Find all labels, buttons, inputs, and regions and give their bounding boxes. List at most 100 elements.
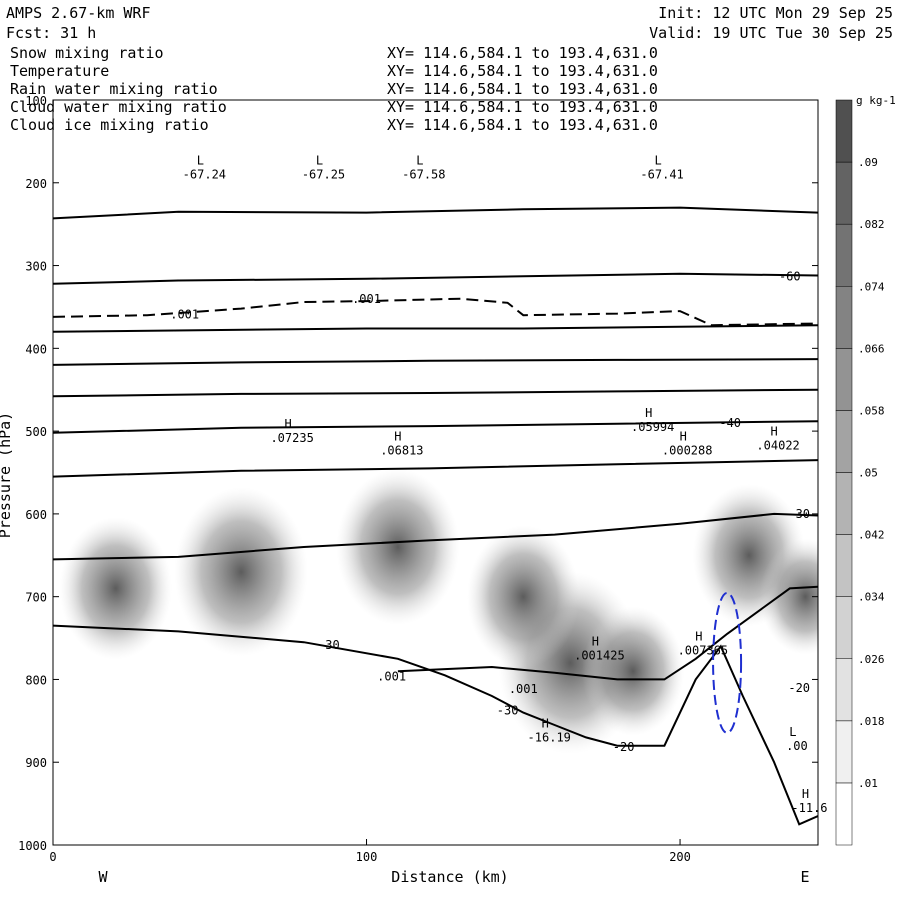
colorbar-swatch	[835, 223, 853, 287]
y-tick-label: 700	[25, 591, 47, 605]
colorbar-swatch	[835, 286, 853, 349]
contour-label: -20	[788, 681, 810, 695]
terrain-line	[53, 624, 818, 826]
extremum-mark: L	[416, 154, 423, 168]
extremum-value: -67.25	[302, 168, 345, 182]
extremum-value: -16.19	[528, 731, 571, 745]
isotherm-line	[53, 358, 818, 366]
mixing-ratio-blob	[582, 606, 685, 736]
extremum-value: .05994	[631, 420, 674, 434]
mixing-ratio-blob	[336, 469, 460, 625]
colorbar-swatch	[835, 472, 853, 535]
contour-annotations: L-67.24L-67.25L-67.58L-67.41H.07235 H.068…	[170, 154, 827, 815]
field-legend: Snow mixing ratio XY= 114.6,584.1 to 193.…	[10, 44, 658, 134]
legend-field-range: XY= 114.6,584.1 to 193.4,631.0	[387, 80, 658, 98]
colorbar-swatch	[835, 720, 853, 784]
y-tick-label: 500	[25, 425, 47, 439]
y-tick-label: 600	[25, 508, 47, 522]
extremum-mark: L	[316, 154, 323, 168]
x-right-direction: E	[800, 868, 809, 886]
legend-field-name: Rain water mixing ratio	[10, 80, 218, 98]
extremum-mark: H	[680, 429, 687, 443]
y-tick-label: 900	[25, 756, 47, 770]
extremum-mark: H	[542, 717, 549, 731]
contour-label: -30	[497, 703, 519, 717]
extremum-value: -67.41	[640, 168, 683, 182]
legend-field-range: XY= 114.6,584.1 to 193.4,631.0	[387, 98, 658, 116]
isotherm-line	[53, 420, 818, 434]
legend-field-range: XY= 114.6,584.1 to 193.4,631.0	[387, 44, 658, 62]
isotherm-line	[53, 206, 818, 220]
extremum-mark: H	[695, 630, 702, 644]
y-tick-label: 1000	[18, 839, 47, 853]
colorbar-level: .026	[858, 653, 885, 666]
extremum-value: .007365	[678, 644, 729, 658]
mixing-ratio-blob	[467, 525, 580, 668]
colorbar-swatch	[835, 596, 853, 660]
colorbar-swatch	[835, 782, 853, 846]
mixing-ratio-blob	[59, 517, 172, 660]
extremum-mark: H	[802, 787, 809, 801]
colorbar-level: .042	[858, 529, 885, 542]
colorbar-swatch	[835, 348, 853, 411]
temperature-contours	[53, 206, 818, 826]
colorbar-level: .082	[858, 218, 885, 231]
colorbar-level: .05	[858, 467, 878, 480]
isotherm-line	[53, 388, 818, 398]
x-left-direction: W	[98, 868, 108, 886]
extremum-value: -67.24	[183, 168, 226, 182]
mixing-ratio-blob	[759, 538, 818, 655]
colorbar-swatch	[835, 410, 853, 473]
colorbar: .01 .018 .026 .034 .042 .05 .058 .066 .074 .082 .0…	[835, 94, 896, 846]
contour-label: .001	[377, 669, 406, 683]
x-axis-label: Distance (km)	[391, 868, 508, 886]
colorbar-level: .034	[858, 591, 885, 604]
x-tick-label: 0	[49, 850, 56, 864]
model-title: AMPS 2.67-km WRF	[6, 4, 151, 22]
extremum-value: -67.58	[402, 168, 445, 182]
contour-label: -60	[779, 270, 801, 284]
legend-field-name: Temperature	[10, 62, 109, 80]
contour-label: -40	[719, 416, 741, 430]
y-tick-label: 100	[25, 94, 47, 108]
extremum-mark: H	[645, 406, 652, 420]
extremum-mark: L	[197, 154, 204, 168]
colorbar-level: .058	[858, 404, 885, 417]
colorbar-level: .066	[858, 342, 885, 355]
init-time: Init: 12 UTC Mon 29 Sep 25	[658, 4, 893, 22]
extremum-value: .04022	[756, 438, 799, 452]
y-tick-label: 300	[25, 260, 47, 274]
legend-field-name: Cloud ice mixing ratio	[10, 116, 209, 134]
isotherm-line	[53, 272, 818, 285]
snow-contour-line	[53, 297, 818, 327]
colorbar-swatch	[835, 161, 853, 225]
legend-field-range: XY= 114.6,584.1 to 193.4,631.0	[387, 62, 658, 80]
colorbar-unit: g kg-1	[856, 94, 896, 107]
colorbar-level: .018	[858, 715, 885, 728]
plot-frame	[52, 99, 819, 846]
colorbar-swatch	[835, 534, 853, 597]
isotherm-line	[53, 324, 818, 333]
contour-label: -20	[613, 740, 635, 754]
contour-label: .001	[170, 308, 199, 322]
extremum-mark: L	[654, 154, 661, 168]
extremum-value: -11.6	[791, 801, 827, 815]
extremum-value: .06813	[380, 443, 423, 457]
forecast-hour: Fcst: 31 h	[6, 24, 96, 42]
mixing-ratio-shading	[59, 469, 818, 755]
extremum-value: .001425	[574, 649, 625, 663]
valid-time: Valid: 19 UTC Tue 30 Sep 25	[649, 24, 893, 42]
extremum-mark: H	[285, 417, 292, 431]
colorbar-level: .074	[858, 280, 885, 293]
isotherm-line	[397, 585, 818, 681]
extremum-mark: H	[770, 424, 777, 438]
extremum-mark: H	[394, 429, 401, 443]
contour-label: .001	[509, 682, 538, 696]
y-tick-label: 200	[25, 177, 47, 191]
extremum-mark: L	[789, 725, 796, 739]
legend-field-name: Snow mixing ratio	[10, 44, 164, 62]
colorbar-level: .01	[858, 777, 878, 790]
x-tick-label: 100	[356, 850, 378, 864]
cloud-water-contour	[712, 591, 743, 734]
extremum-value: .07235	[270, 431, 313, 445]
